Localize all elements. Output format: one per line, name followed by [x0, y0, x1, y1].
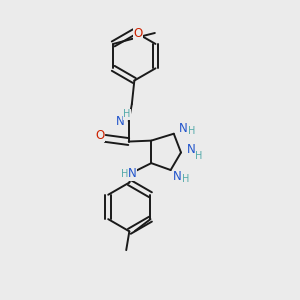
Text: O: O — [134, 27, 143, 40]
Text: H: H — [123, 109, 130, 119]
Text: O: O — [96, 129, 105, 142]
Text: H: H — [121, 169, 128, 179]
Text: N: N — [187, 143, 195, 156]
Text: H: H — [188, 126, 196, 136]
Text: N: N — [179, 122, 188, 135]
Text: N: N — [116, 115, 124, 128]
Text: H: H — [182, 174, 189, 184]
Text: N: N — [173, 170, 182, 183]
Text: H: H — [195, 151, 203, 161]
Text: N: N — [128, 167, 137, 180]
